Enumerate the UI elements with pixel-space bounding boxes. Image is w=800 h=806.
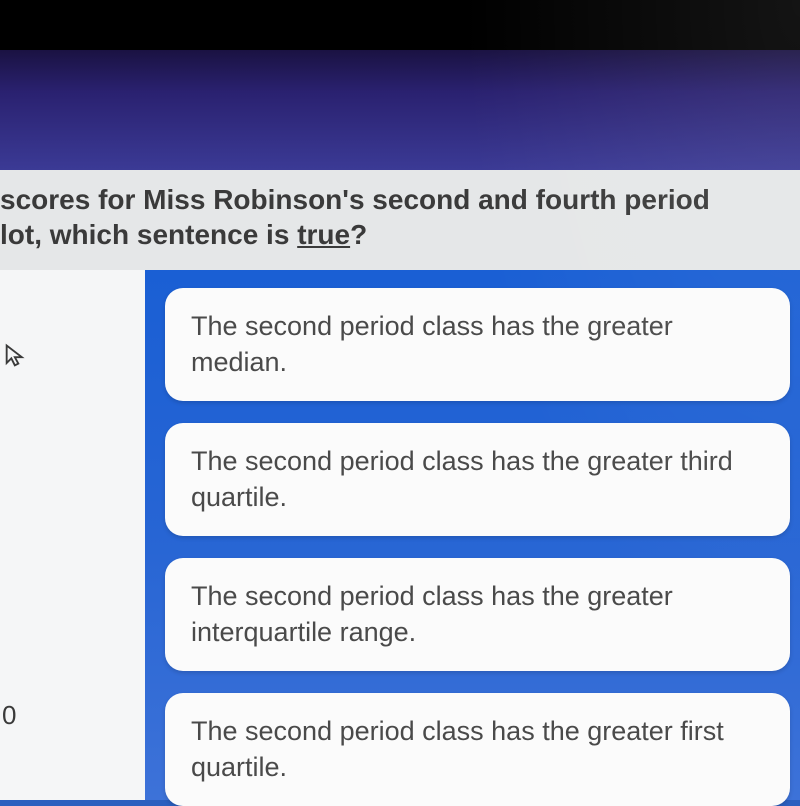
header-gradient (0, 50, 800, 170)
answer-options-area: The second period class has the greater … (145, 270, 800, 800)
cursor-arrow-icon (2, 342, 30, 370)
answer-option-4[interactable]: The second period class has the greater … (165, 693, 790, 806)
question-line-2-prefix: lot, which sentence is (0, 219, 297, 250)
left-panel: 0 (0, 270, 145, 800)
question-line-2-suffix: ? (350, 219, 367, 250)
question-underlined-word: true (297, 219, 350, 250)
left-axis-value: 0 (2, 700, 16, 731)
question-prompt: scores for Miss Robinson's second and fo… (0, 170, 800, 270)
answer-option-2-text: The second period class has the greater … (191, 446, 733, 512)
answer-option-2[interactable]: The second period class has the greater … (165, 423, 790, 536)
answer-option-4-text: The second period class has the greater … (191, 716, 724, 782)
answer-option-3[interactable]: The second period class has the greater … (165, 558, 790, 671)
answer-option-1-text: The second period class has the greater … (191, 311, 673, 377)
answer-option-1[interactable]: The second period class has the greater … (165, 288, 790, 401)
top-black-bar (0, 0, 800, 50)
question-line-1: scores for Miss Robinson's second and fo… (0, 184, 710, 215)
answer-option-3-text: The second period class has the greater … (191, 581, 673, 647)
